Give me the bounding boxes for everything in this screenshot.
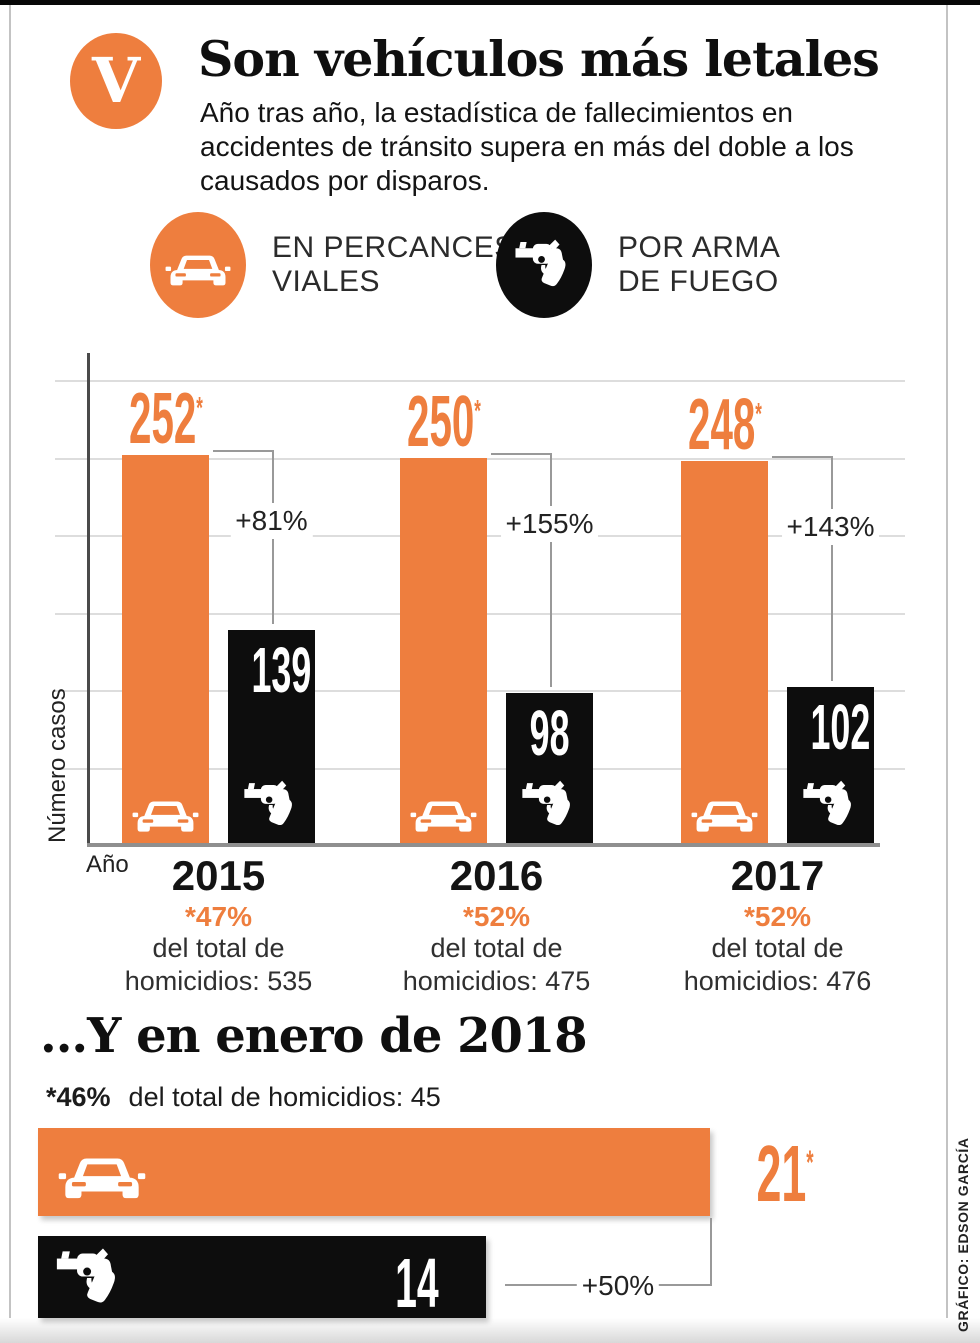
car-icon bbox=[132, 789, 199, 833]
enero-bar-fuego: 14 bbox=[38, 1236, 486, 1318]
year-label-2017: 2017 bbox=[730, 852, 825, 899]
revolver-icon bbox=[801, 775, 860, 835]
enero-note-text: del total de homicidios: 45 bbox=[128, 1082, 441, 1112]
bar-2017-fuego: 102 bbox=[787, 686, 874, 845]
footnote-pct-2016: *52% bbox=[463, 901, 530, 932]
legend-circle-fuego bbox=[496, 212, 592, 318]
legend-label-fuego: POR ARMA DE FUEGO bbox=[618, 230, 781, 299]
revolver-icon bbox=[520, 775, 579, 835]
value-label-2015-fuego: 139 bbox=[251, 633, 312, 706]
legend-item-arma-fuego: POR ARMA DE FUEGO bbox=[496, 212, 780, 318]
page-subtitle: Año tras año, la estadística de fallecim… bbox=[200, 97, 854, 197]
enero-diff-label: +50% bbox=[576, 1268, 660, 1304]
bar-2017-viales bbox=[681, 460, 768, 845]
bottom-fade bbox=[0, 1318, 980, 1343]
car-icon bbox=[691, 789, 758, 833]
footnote-line1-2015: del total de bbox=[152, 933, 285, 963]
enero-note-percent: *46% bbox=[46, 1082, 111, 1112]
enero-bar-viales bbox=[38, 1128, 710, 1216]
footnote-pct-2015: *47% bbox=[185, 901, 252, 932]
annual-bar-chart: 252* 139 +81% 2015 *47% del total de homicidi… bbox=[55, 353, 905, 996]
diff-bracket-2017 bbox=[772, 455, 833, 681]
right-border bbox=[946, 5, 948, 1336]
footnote-line2-2017: homicidios: 476 bbox=[683, 966, 872, 996]
bar-2015-viales bbox=[122, 454, 209, 845]
brand-logo-letter: V bbox=[91, 44, 141, 117]
brand-logo: V bbox=[70, 33, 162, 129]
enero-2018-title: ...Y en enero de 2018 bbox=[40, 1008, 588, 1064]
credit-text: GRÁFICO: EDSON GARCÍA bbox=[955, 1137, 971, 1332]
x-axis-line bbox=[87, 843, 880, 847]
value-label-2016-fuego: 98 bbox=[529, 697, 570, 770]
revolver-icon bbox=[513, 232, 575, 298]
x-axis-label: Año bbox=[86, 851, 129, 878]
legend-circle-viales bbox=[150, 212, 246, 318]
footnote-pct-2017: *52% bbox=[744, 901, 811, 932]
footnote-line1-2016: del total de bbox=[430, 933, 563, 963]
footnote-line1-2017: del total de bbox=[711, 933, 844, 963]
value-label-2017-viales: 248* bbox=[687, 384, 762, 465]
car-icon bbox=[410, 789, 477, 833]
diff-label-2017: +143% bbox=[781, 508, 880, 545]
page-title: Son vehículos más letales bbox=[198, 30, 880, 88]
gridline-300 bbox=[55, 380, 905, 383]
revolver-icon bbox=[54, 1242, 126, 1314]
value-label-2015-viales: 252* bbox=[128, 378, 203, 459]
bar-2015-fuego: 139 bbox=[228, 629, 315, 845]
footnote-line2-2015: homicidios: 535 bbox=[124, 966, 313, 996]
enero-value-fuego: 14 bbox=[395, 1244, 439, 1322]
diff-bracket-2016 bbox=[491, 452, 552, 688]
y-axis-line bbox=[87, 353, 90, 847]
top-border bbox=[0, 0, 980, 5]
year-label-2015: 2015 bbox=[171, 852, 266, 899]
value-label-2016-viales: 250* bbox=[406, 381, 481, 462]
legend-label-viales: EN PERCANCES VIALES bbox=[272, 230, 515, 299]
car-icon bbox=[165, 242, 231, 288]
left-border bbox=[9, 5, 11, 1336]
enero-value-viales: 21* bbox=[756, 1129, 814, 1218]
footnote-line2-2016: homicidios: 475 bbox=[402, 966, 591, 996]
diff-label-2015: +81% bbox=[230, 502, 313, 539]
value-label-2017-fuego: 102 bbox=[810, 690, 871, 763]
car-icon bbox=[58, 1142, 146, 1200]
enero-2018-note: *46% del total de homicidios: 45 bbox=[46, 1082, 441, 1113]
legend-item-percances-viales: EN PERCANCES VIALES bbox=[150, 212, 515, 318]
revolver-icon bbox=[242, 775, 301, 835]
year-label-2016: 2016 bbox=[449, 852, 544, 899]
diff-label-2016: +155% bbox=[500, 505, 599, 542]
bar-2016-viales bbox=[400, 457, 487, 845]
bar-2016-fuego: 98 bbox=[506, 693, 593, 845]
